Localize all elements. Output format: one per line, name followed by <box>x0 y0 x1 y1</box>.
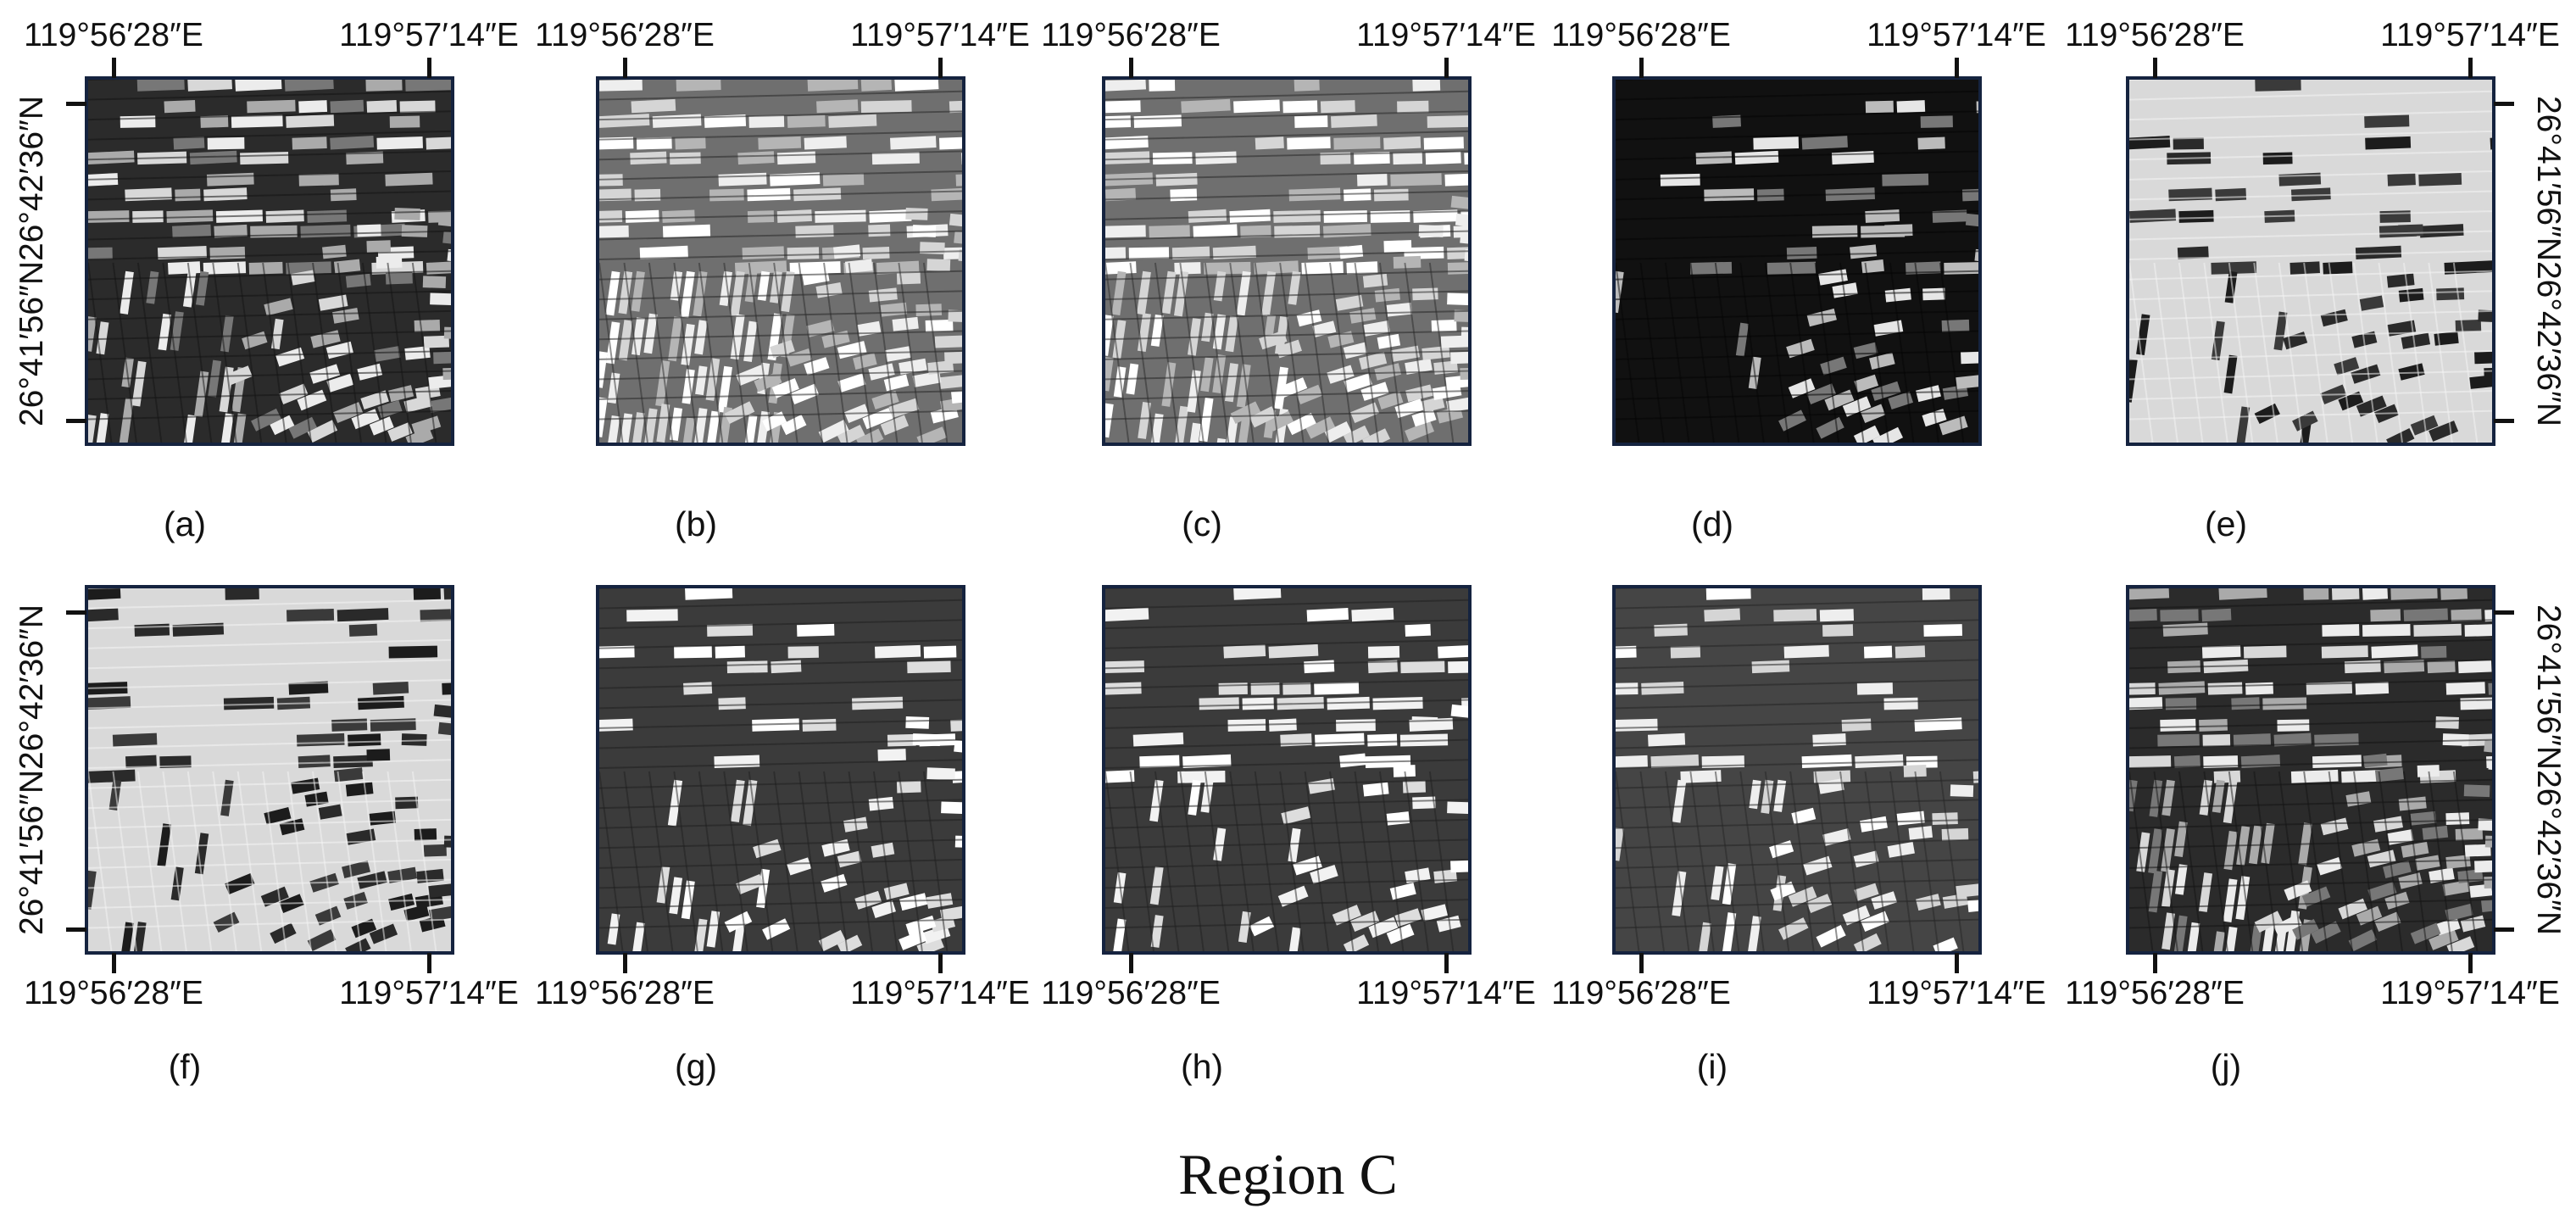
longitude-tick <box>2468 58 2473 78</box>
longitude-tick <box>623 58 627 78</box>
latitude-label: 26°41′56″N26°42′36″N <box>14 95 50 427</box>
longitude-label: 119°57′14″E <box>2380 975 2560 1011</box>
longitude-label: 119°57′14″E <box>1356 975 1536 1011</box>
map-panel <box>1612 76 1982 446</box>
longitude-label: 119°57′14″E <box>1867 975 2046 1011</box>
longitude-tick <box>2153 58 2157 78</box>
panel-caption: (f) <box>168 1047 202 1086</box>
longitude-label: 119°56′28″E <box>1551 975 1731 1011</box>
panel-caption: (h) <box>1180 1047 1224 1086</box>
longitude-tick <box>1639 953 1644 973</box>
imagery-frame <box>596 76 965 446</box>
longitude-tick <box>938 953 943 973</box>
region-title: Region C <box>1178 1142 1398 1206</box>
satellite-texture <box>599 588 962 951</box>
imagery-frame <box>1102 585 1472 955</box>
panel-caption: (j) <box>2210 1047 2242 1086</box>
latitude-label: 26°41′56″N26°42′36″N <box>2530 95 2567 427</box>
satellite-texture <box>599 80 962 443</box>
panel-caption: (b) <box>674 504 718 543</box>
longitude-tick <box>1955 58 1959 78</box>
longitude-label: 119°57′14″E <box>850 975 1030 1011</box>
longitude-label: 119°56′28″E <box>24 17 203 53</box>
satellite-texture <box>1105 80 1468 443</box>
map-panel <box>85 76 454 446</box>
panel-caption: (c) <box>1182 504 1222 543</box>
longitude-tick <box>1955 953 1959 973</box>
map-panel <box>2126 76 2495 446</box>
satellite-texture <box>2129 80 2492 443</box>
longitude-tick <box>427 58 431 78</box>
panel-caption: (g) <box>674 1047 718 1086</box>
map-panel <box>1102 76 1472 446</box>
map-panel <box>1612 585 1982 955</box>
latitude-tick <box>2494 927 2514 932</box>
longitude-label: 119°56′28″E <box>535 975 715 1011</box>
longitude-label: 119°57′14″E <box>339 975 519 1011</box>
longitude-tick <box>1129 953 1133 973</box>
map-panel <box>1102 585 1472 955</box>
longitude-label: 119°57′14″E <box>339 17 519 53</box>
longitude-label: 119°56′28″E <box>535 17 715 53</box>
panel-caption: (i) <box>1696 1047 1728 1086</box>
imagery-frame <box>2126 585 2495 955</box>
latitude-tick <box>66 927 86 932</box>
satellite-texture <box>1616 80 1978 443</box>
longitude-tick <box>1129 58 1133 78</box>
imagery-frame <box>1612 585 1982 955</box>
panel-caption: (e) <box>2204 504 2248 543</box>
longitude-label: 119°56′28″E <box>2065 975 2245 1011</box>
latitude-tick <box>66 610 86 615</box>
satellite-texture <box>88 80 451 443</box>
longitude-tick <box>938 58 943 78</box>
latitude-tick <box>2494 610 2514 615</box>
satellite-texture <box>1616 588 1978 951</box>
longitude-tick <box>427 953 431 973</box>
satellite-texture <box>88 588 451 951</box>
latitude-tick <box>2494 102 2514 106</box>
latitude-tick <box>2494 419 2514 423</box>
longitude-label: 119°57′14″E <box>2380 17 2560 53</box>
longitude-label: 119°56′28″E <box>1041 17 1221 53</box>
map-panel <box>596 76 965 446</box>
longitude-label: 119°56′28″E <box>1551 17 1731 53</box>
longitude-label: 119°56′28″E <box>24 975 203 1011</box>
longitude-label: 119°57′14″E <box>1867 17 2046 53</box>
longitude-tick <box>112 953 116 973</box>
imagery-frame <box>85 76 454 446</box>
satellite-texture <box>2129 588 2492 951</box>
longitude-tick <box>623 953 627 973</box>
longitude-tick <box>112 58 116 78</box>
longitude-tick <box>1444 953 1449 973</box>
imagery-frame <box>596 585 965 955</box>
latitude-tick <box>66 419 86 423</box>
satellite-texture <box>1105 588 1468 951</box>
imagery-frame <box>1612 76 1982 446</box>
longitude-tick <box>2153 953 2157 973</box>
longitude-label: 119°56′28″E <box>1041 975 1221 1011</box>
imagery-frame <box>1102 76 1472 446</box>
latitude-label: 26°41′56″N26°42′36″N <box>2530 604 2567 936</box>
longitude-tick <box>1639 58 1644 78</box>
map-panel <box>2126 585 2495 955</box>
imagery-frame <box>2126 76 2495 446</box>
map-panel <box>85 585 454 955</box>
longitude-label: 119°57′14″E <box>850 17 1030 53</box>
latitude-label: 26°41′56″N26°42′36″N <box>14 604 50 936</box>
longitude-tick <box>1444 58 1449 78</box>
latitude-tick <box>66 102 86 106</box>
imagery-frame <box>85 585 454 955</box>
longitude-label: 119°56′28″E <box>2065 17 2245 53</box>
map-panel <box>596 585 965 955</box>
longitude-tick <box>2468 953 2473 973</box>
panel-caption: (d) <box>1690 504 1734 543</box>
longitude-label: 119°57′14″E <box>1356 17 1536 53</box>
panel-caption: (a) <box>163 504 207 543</box>
